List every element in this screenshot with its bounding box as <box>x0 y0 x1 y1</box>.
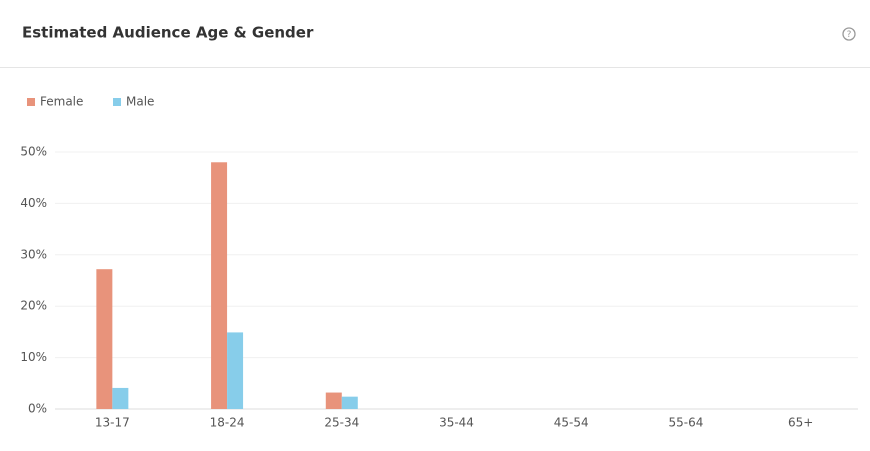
y-tick-label: 10% <box>20 350 47 364</box>
x-tick-label: 65+ <box>788 416 813 430</box>
legend-swatch <box>113 98 121 106</box>
legend-swatch <box>27 98 35 106</box>
chart-title: Estimated Audience Age & Gender <box>22 24 314 42</box>
y-tick-label: 40% <box>20 196 47 210</box>
x-tick-label: 18-24 <box>210 416 245 430</box>
legend-label: Male <box>126 95 154 109</box>
y-tick-label: 30% <box>20 247 47 261</box>
bar <box>341 396 358 409</box>
bar <box>325 392 342 409</box>
x-tick-label: 55-64 <box>668 416 703 430</box>
x-tick-label: 13-17 <box>95 416 130 430</box>
x-tick-label: 45-54 <box>554 416 589 430</box>
y-tick-label: 0% <box>28 402 47 416</box>
svg-text:?: ? <box>847 30 852 40</box>
bar <box>112 387 129 409</box>
bar <box>96 269 113 409</box>
x-tick-label: 35-44 <box>439 416 474 430</box>
bar <box>211 162 228 409</box>
help-icon[interactable]: ? <box>842 27 856 41</box>
legend: Female Male <box>27 95 154 109</box>
x-tick-label: 25-34 <box>324 416 359 430</box>
bar <box>227 332 244 409</box>
y-tick-label: 50% <box>20 145 47 159</box>
legend-label: Female <box>40 95 83 109</box>
y-tick-label: 20% <box>20 299 47 313</box>
